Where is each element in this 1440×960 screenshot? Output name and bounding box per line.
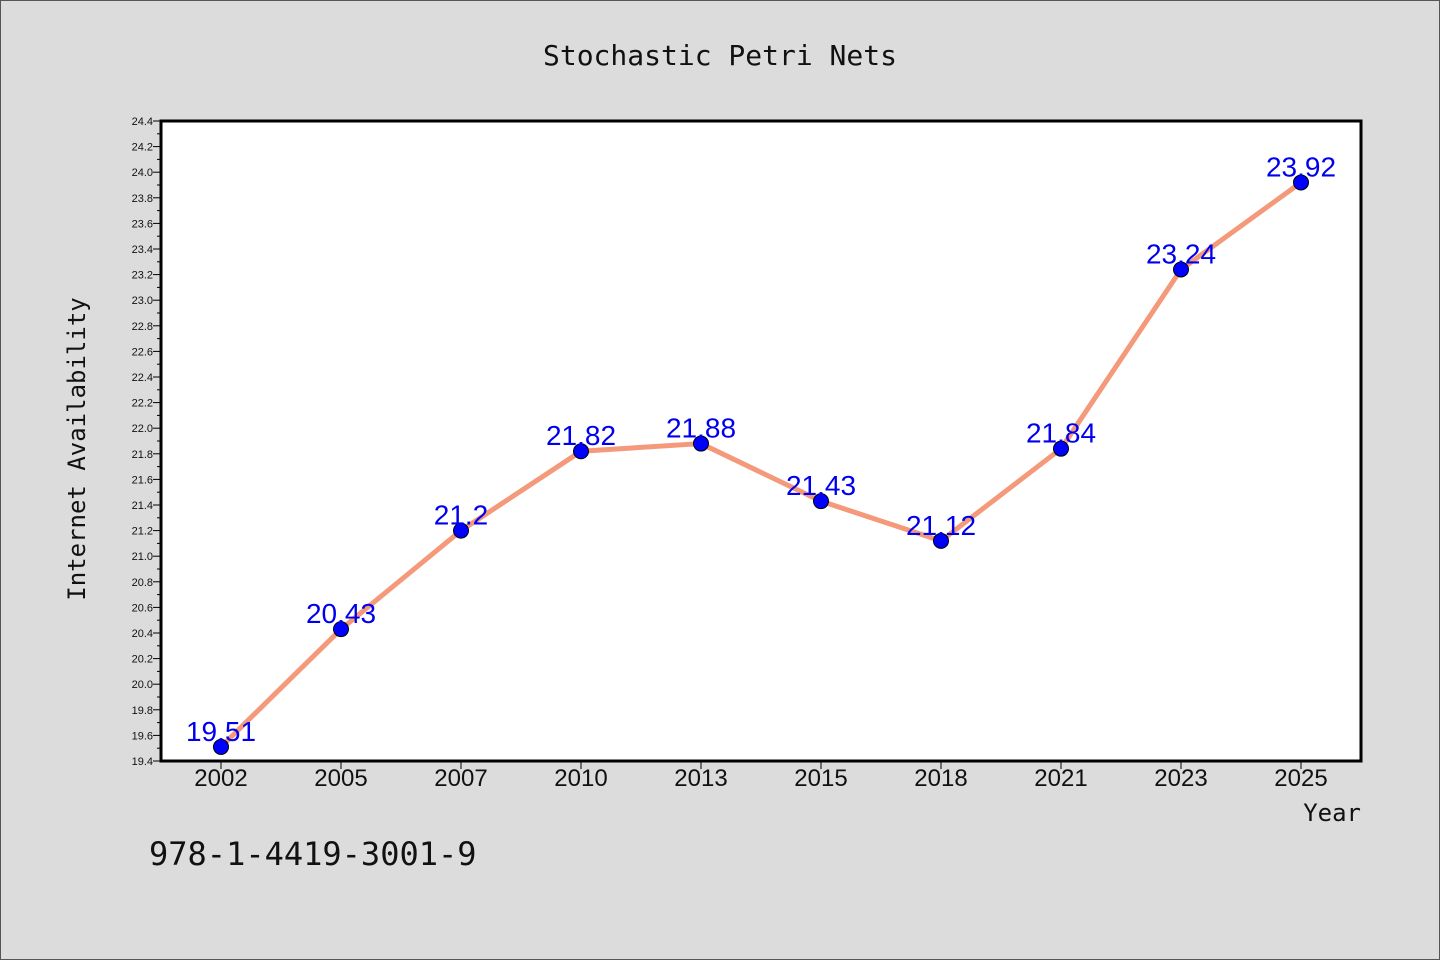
y-tick-label: 21.4 xyxy=(132,500,153,512)
y-tick-label: 23.0 xyxy=(132,295,153,307)
data-label: 21.2 xyxy=(434,500,489,531)
data-label: 21.88 xyxy=(666,413,736,444)
x-tick-label: 2021 xyxy=(1034,765,1087,792)
data-label: 20.43 xyxy=(306,598,376,629)
plot-area xyxy=(161,121,1361,761)
data-point xyxy=(573,443,589,460)
data-label: 21.12 xyxy=(906,510,976,541)
y-tick-label: 20.0 xyxy=(132,679,153,691)
data-point xyxy=(1293,174,1309,191)
y-tick-label: 20.6 xyxy=(132,602,153,614)
y-tick-label: 24.4 xyxy=(132,116,153,128)
isbn-caption: 978-1-4419-3001-9 xyxy=(149,835,477,873)
data-point xyxy=(933,532,949,549)
y-tick-label: 22.4 xyxy=(132,372,153,384)
x-tick-label: 2018 xyxy=(914,765,967,792)
x-axis: 2002 2005 2007 2010 2013 2015 2018 2021 2023 2025 xyxy=(194,761,1328,792)
y-tick-label: 19.6 xyxy=(132,730,153,742)
series-line xyxy=(219,180,1303,749)
data-point xyxy=(1053,440,1069,457)
data-label: 21.84 xyxy=(1026,418,1096,449)
data-label: 23.92 xyxy=(1266,151,1336,182)
x-tick-label: 2013 xyxy=(674,765,727,792)
data-point xyxy=(813,493,829,510)
data-point xyxy=(1173,261,1189,278)
x-axis-label: Year xyxy=(1303,799,1361,827)
data-label: 21.43 xyxy=(786,470,856,501)
x-tick-label: 2005 xyxy=(314,765,367,792)
data-labels-group: 19.51 20.43 21.2 21.82 21.88 21.43 21.12 21.84 2… xyxy=(186,151,1336,746)
y-tick-label: 22.8 xyxy=(132,321,153,333)
x-tick-label: 2015 xyxy=(794,765,847,792)
x-tick-label: 2025 xyxy=(1274,765,1327,792)
y-tick-label: 20.2 xyxy=(132,654,153,666)
y-tick-label: 20.4 xyxy=(132,628,153,640)
data-label: 19.51 xyxy=(186,716,256,747)
y-axis: 19.4 19.6 19.8 20.0 20.2 20.4 20.6 20.8 21.0 21.2… xyxy=(132,116,161,768)
data-point xyxy=(453,522,469,539)
data-point xyxy=(333,621,349,638)
data-label: 23.24 xyxy=(1146,238,1216,269)
y-tick-label: 24.0 xyxy=(132,167,153,179)
y-axis-label: Internet Availability xyxy=(63,297,91,600)
y-tick-label: 22.2 xyxy=(132,398,153,410)
x-tick-label: 2007 xyxy=(434,765,487,792)
y-tick-label: 23.6 xyxy=(132,218,153,230)
markers-group xyxy=(213,174,1309,755)
x-tick-label: 2002 xyxy=(194,765,247,792)
x-tick-label: 2023 xyxy=(1154,765,1207,792)
y-tick-label: 19.8 xyxy=(132,705,153,717)
y-tick-label: 21.2 xyxy=(132,526,153,538)
y-tick-label: 22.6 xyxy=(132,346,153,358)
y-tick-label: 22.0 xyxy=(132,423,153,435)
y-tick-label: 24.2 xyxy=(132,142,153,154)
x-tick-label: 2010 xyxy=(554,765,607,792)
y-tick-label: 23.8 xyxy=(132,193,153,205)
y-tick-label: 20.8 xyxy=(132,577,153,589)
data-point xyxy=(213,738,229,755)
y-tick-label: 19.4 xyxy=(132,756,153,768)
y-tick-label: 23.4 xyxy=(132,244,153,256)
chart-title: Stochastic Petri Nets xyxy=(543,39,897,72)
y-tick-label: 23.2 xyxy=(132,270,153,282)
data-point xyxy=(693,435,709,452)
series-line-group xyxy=(219,180,1303,749)
y-tick-label: 21.8 xyxy=(132,449,153,461)
plot-frame xyxy=(159,119,1363,763)
y-tick-label: 21.6 xyxy=(132,474,153,486)
y-tick-label: 21.0 xyxy=(132,551,153,563)
data-label: 21.82 xyxy=(546,420,616,451)
